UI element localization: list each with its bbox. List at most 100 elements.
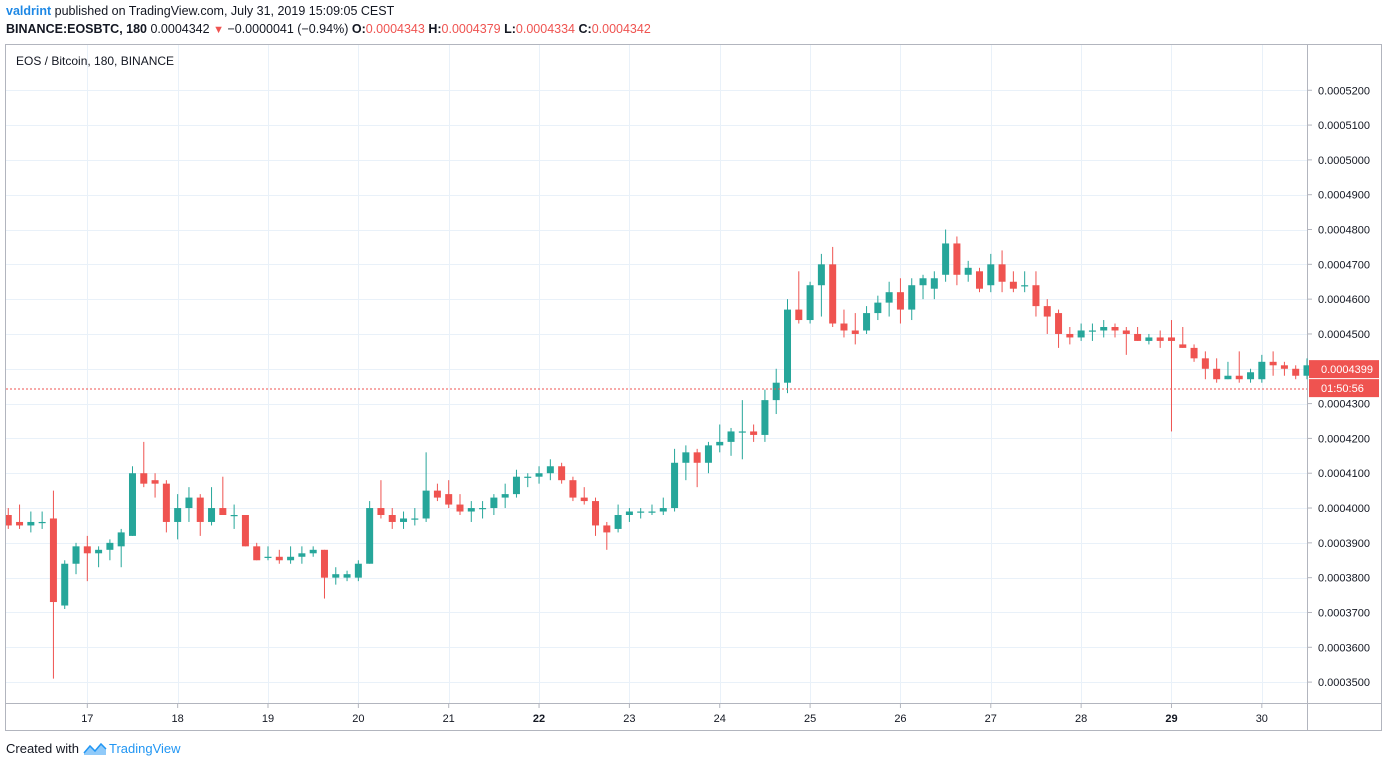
- candle-up: [772, 382, 780, 401]
- candle-down: [1122, 330, 1130, 334]
- price-change: −0.0000041 (−0.94%): [227, 22, 349, 36]
- candle-up: [230, 515, 238, 517]
- candle-up: [817, 264, 825, 286]
- published-text: published on TradingView.com, July 31, 2…: [54, 4, 395, 18]
- candle-down: [1201, 358, 1209, 369]
- low-value: 0.0004334: [515, 22, 576, 36]
- candle-down: [151, 480, 159, 484]
- candle-up: [264, 556, 272, 558]
- candle-down: [1235, 375, 1243, 380]
- candle-down: [569, 480, 577, 498]
- candle-up: [411, 518, 419, 520]
- candle-up: [422, 490, 430, 519]
- open-label: O:: [351, 22, 366, 36]
- publish-info: valdrint published on TradingView.com, J…: [6, 4, 394, 18]
- chart-container[interactable]: 0.0003500 0.0003600 0.0003700 0.0003800 0.00…: [5, 44, 1382, 731]
- candle-up: [1088, 330, 1096, 332]
- candle-down: [1066, 333, 1074, 338]
- candle-up: [1247, 372, 1255, 380]
- candle-up: [784, 309, 792, 383]
- y-tick-label: 0.0004200: [1318, 433, 1370, 445]
- candle-down: [275, 556, 283, 561]
- candle-up: [174, 508, 182, 522]
- candle-down: [388, 515, 396, 522]
- candle-down: [1167, 337, 1175, 341]
- candle-up: [919, 278, 927, 286]
- x-tick-label: 28: [1075, 713, 1087, 725]
- candle-down: [1292, 368, 1300, 376]
- candle-up: [716, 441, 724, 446]
- candle-up: [366, 508, 374, 564]
- y-tick-label: 0.0004500: [1318, 329, 1370, 341]
- candle-up: [208, 508, 216, 522]
- candle-up: [761, 400, 769, 435]
- candle-up: [61, 563, 69, 606]
- y-tick-label: 0.0003500: [1318, 677, 1370, 689]
- close-label: C:: [578, 22, 592, 36]
- candle-up: [535, 473, 543, 477]
- x-tick-label: 21: [443, 713, 455, 725]
- candlestick-chart[interactable]: 0.0003500 0.0003600 0.0003700 0.0003800 0.00…: [6, 45, 1381, 730]
- y-tick-label: 0.0004600: [1318, 294, 1370, 306]
- candle-up: [738, 431, 746, 433]
- candle-up: [671, 462, 679, 509]
- candle-up: [659, 508, 667, 512]
- candle-down: [219, 508, 227, 515]
- candle-down: [1190, 347, 1198, 359]
- candle-up: [479, 508, 487, 510]
- author-name[interactable]: valdrint: [6, 4, 52, 18]
- candle-up: [546, 466, 554, 474]
- candle-down: [16, 521, 24, 526]
- y-tick-label: 0.0004300: [1318, 399, 1370, 411]
- candle-down: [998, 264, 1006, 282]
- x-tick-label: 25: [804, 713, 816, 725]
- chart-title: EOS / Bitcoin, 180, BINANCE: [16, 54, 174, 68]
- candle-up: [885, 292, 893, 303]
- y-tick-label: 0.0004700: [1318, 259, 1370, 271]
- tradingview-brand[interactable]: TradingView: [108, 741, 181, 756]
- candle-down: [1280, 365, 1288, 369]
- candle-down: [840, 323, 848, 331]
- candle-up: [354, 563, 362, 578]
- open-value: 0.0004343: [365, 22, 425, 36]
- y-tick-label: 0.0003700: [1318, 607, 1370, 619]
- candle-down: [953, 243, 961, 275]
- y-tick-label: 0.0003900: [1318, 538, 1370, 550]
- candle-down: [603, 525, 611, 533]
- countdown-box: [1309, 379, 1379, 398]
- countdown-tag: 01:50:56: [1321, 383, 1364, 395]
- candle-down: [377, 508, 385, 515]
- candle-down: [6, 515, 12, 526]
- candle-down: [1043, 306, 1051, 317]
- candle-down: [795, 309, 803, 321]
- down-arrow-icon: ▼: [213, 24, 224, 36]
- candle-down: [1179, 344, 1187, 348]
- candle-up: [806, 285, 814, 321]
- candle-up: [1077, 330, 1085, 338]
- candle-up: [512, 476, 520, 495]
- tradingview-logo-icon: [83, 742, 107, 755]
- candle-up: [27, 521, 35, 526]
- candle-down: [851, 330, 859, 334]
- y-tick-label: 0.0004900: [1318, 190, 1370, 202]
- x-tick-label: 30: [1256, 713, 1268, 725]
- x-tick-label: 23: [623, 713, 635, 725]
- candle-up: [1258, 361, 1266, 380]
- candle-down: [896, 292, 904, 310]
- last-price-tag: 0.0004399: [1321, 364, 1373, 376]
- candle-up: [727, 431, 735, 442]
- low-label: L:: [504, 22, 516, 36]
- x-tick-label: 24: [714, 713, 726, 725]
- candle-up: [682, 452, 690, 463]
- candle-up: [942, 243, 950, 275]
- candle-up: [1145, 337, 1153, 341]
- last-price-box: [1309, 360, 1379, 379]
- candle-up: [987, 264, 995, 286]
- y-tick-label: 0.0003800: [1318, 573, 1370, 585]
- candle-up: [614, 515, 622, 529]
- candle-up: [38, 521, 46, 524]
- symbol-label: BINANCE:EOSBTC, 180: [6, 22, 147, 36]
- x-tick-label: 18: [172, 713, 184, 725]
- candle-down: [1134, 333, 1142, 341]
- candle-up: [400, 518, 408, 522]
